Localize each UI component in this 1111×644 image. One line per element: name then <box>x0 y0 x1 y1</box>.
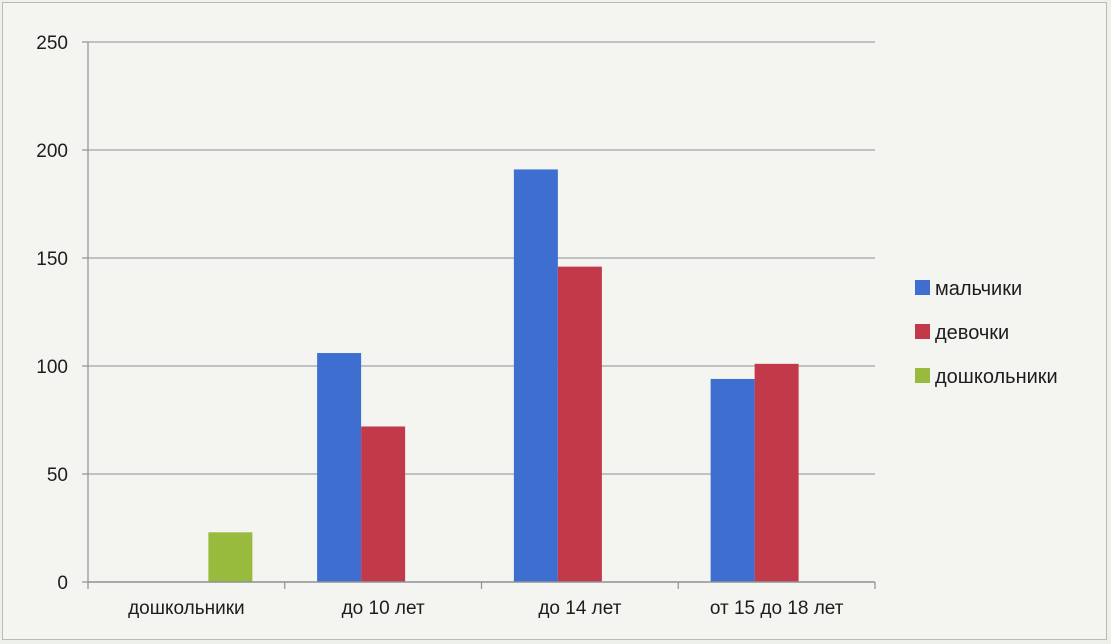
x-axis <box>87 42 876 589</box>
y-tick-label: 50 <box>47 465 68 486</box>
legend-swatch-дошкольники <box>915 368 930 383</box>
x-tick-label: дошкольники <box>128 598 245 619</box>
bar-мальчики-от 15 до 18 лет <box>710 378 755 582</box>
x-axis-tick-labels: дошкольники до 10 лет до 14 лет от 15 до 18… <box>128 598 844 619</box>
bar-девочки-до 14 лет <box>557 266 602 582</box>
x-tick-label: до 14 лет <box>538 598 621 619</box>
y-tick-label: 250 <box>36 33 68 54</box>
legend-swatch-мальчики <box>915 280 930 295</box>
legend: мальчики девочки дошкольники <box>915 278 1058 388</box>
y-tick-label: 200 <box>36 141 68 162</box>
legend-label: мальчики <box>935 278 1022 300</box>
y-tick-label: 0 <box>57 573 68 594</box>
bar-мальчики-до 14 лет <box>513 169 558 582</box>
x-tick-label: от 15 до 18 лет <box>710 598 844 619</box>
legend-swatch-девочки <box>915 324 930 339</box>
bar-девочки-до 10 лет <box>361 426 406 582</box>
bar-дошкольники-дошкольники <box>208 532 253 582</box>
y-tick-label: 150 <box>36 249 68 270</box>
bars <box>208 169 799 582</box>
y-tick-label: 100 <box>36 357 68 378</box>
y-axis-tick-labels: 0 50 100 150 200 250 <box>36 33 68 594</box>
legend-label: дошкольники <box>935 366 1058 388</box>
legend-label: девочки <box>935 322 1009 344</box>
bar-девочки-от 15 до 18 лет <box>754 363 799 582</box>
x-tick-label: до 10 лет <box>342 598 425 619</box>
bar-мальчики-до 10 лет <box>317 353 362 582</box>
